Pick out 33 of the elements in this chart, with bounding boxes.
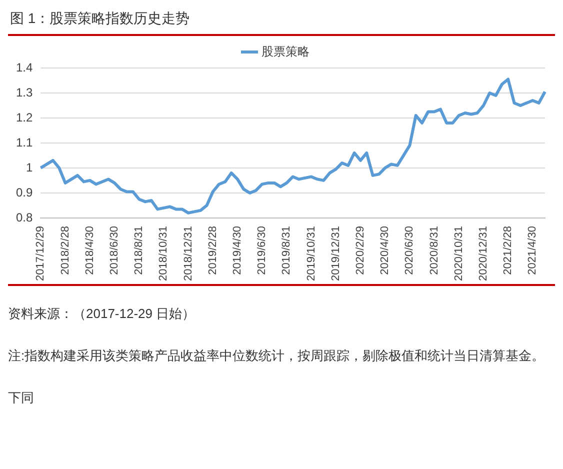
y-tick-label: 1.2 <box>16 110 33 124</box>
x-tick-label: 2021/4/30 <box>526 226 539 275</box>
x-tick-label: 2019/6/30 <box>256 226 268 275</box>
x-tick-label: 2018/6/30 <box>108 226 121 275</box>
x-tick-label: 2018/2/28 <box>59 226 72 275</box>
x-tick-label: 2021/2/28 <box>502 226 514 275</box>
x-tick-label: 2020/2/29 <box>354 226 367 275</box>
x-tick-label: 2018/12/31 <box>182 226 194 282</box>
x-tick-label: 2019/10/31 <box>305 226 318 282</box>
y-tick-label: 0.9 <box>16 185 33 200</box>
x-tick-label: 2018/8/31 <box>133 226 146 275</box>
x-tick-label: 2019/2/28 <box>206 226 219 275</box>
x-tick-label: 2018/4/30 <box>84 226 96 275</box>
x-tick-label: 2017/12/29 <box>34 226 47 282</box>
text: 注:指数构建采用该类策略产品收益率中位数统计，按周跟踪，剔除极值和统计当日清算基金。 <box>8 347 546 365</box>
y-tick-label: 0.8 <box>16 210 33 224</box>
y-tick-label: 1 <box>26 160 33 174</box>
y-tick-label: 1.1 <box>16 135 33 150</box>
x-tick-label: 2019/4/30 <box>232 226 244 275</box>
x-tick-label: 2020/12/31 <box>478 226 490 282</box>
x-tick-label: 2020/10/31 <box>452 226 465 282</box>
chart-title: 图 1：股票策略指数历史走势 <box>9 9 191 28</box>
y-tick-label: 1.4 <box>16 60 33 74</box>
x-tick-label: 2019/12/31 <box>330 226 342 282</box>
text: 下同 <box>8 389 35 407</box>
x-tick-label: 2019/8/31 <box>280 226 293 275</box>
x-tick-label: 2018/10/31 <box>158 226 170 282</box>
text: 资料来源：（2017-12-29 日始） <box>8 305 196 323</box>
y-tick-label: 1.3 <box>16 85 33 100</box>
x-tick-label: 2020/8/31 <box>428 226 440 275</box>
x-tick-label: 2020/6/30 <box>404 226 416 275</box>
legend-label: 股票策略 <box>262 44 310 58</box>
x-tick-label: 2020/4/30 <box>379 226 392 275</box>
